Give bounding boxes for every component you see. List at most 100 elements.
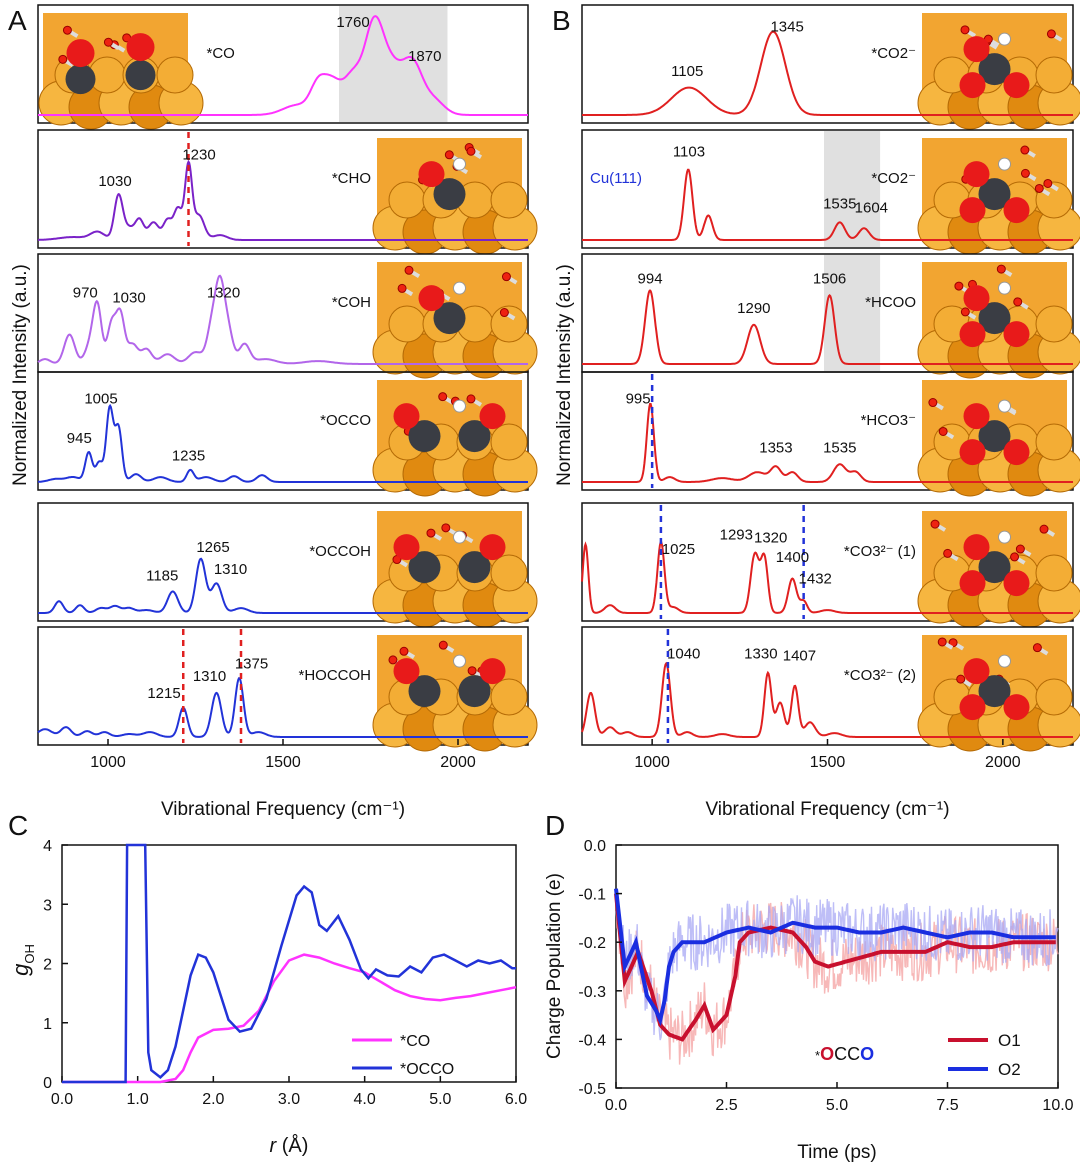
water-oxygen [928, 398, 938, 408]
hydrogen-atom [453, 654, 466, 668]
water-oxygen [467, 666, 477, 676]
y-axis-label: gOH [8, 944, 37, 976]
water-oxygen [499, 308, 509, 318]
hydrogen-atom [453, 157, 466, 171]
cu-atom [490, 305, 528, 343]
water-oxygen [1034, 183, 1044, 193]
peak-label: 1040 [667, 646, 700, 663]
oxygen-atom [1003, 321, 1030, 348]
inset-molecule [917, 511, 1080, 628]
peak-label: 1432 [799, 571, 832, 588]
species-label: *CHO [332, 170, 371, 187]
inset-molecule [917, 138, 1080, 255]
carbon-atom [408, 675, 441, 708]
cu-atom [388, 181, 426, 219]
peak-label: 945 [67, 430, 92, 447]
oxygen-atom [418, 285, 445, 312]
panel-letters: A B C D [8, 5, 571, 841]
peak-label: 1005 [84, 391, 117, 408]
x-tick-label: 7.5 [936, 1097, 958, 1114]
spectrum-line [582, 168, 1073, 241]
inset-molecule [917, 635, 1080, 752]
water-oxygen [1020, 168, 1030, 178]
y-tick-label: 3 [43, 897, 52, 914]
smoothed-trace [614, 888, 1056, 1027]
oxygen-atom [963, 36, 990, 63]
peak-label: 995 [626, 391, 651, 408]
carbon-atom [458, 551, 491, 584]
cu-atom [490, 181, 528, 219]
peak-label: 1103 [673, 144, 705, 161]
inset-molecule [372, 262, 538, 379]
peak-label: 1290 [737, 300, 770, 317]
spectrum-line [37, 677, 528, 738]
species-label: *COH [332, 294, 371, 311]
water-oxygen [62, 25, 72, 35]
carbon-atom [433, 178, 466, 211]
carbon-atom [978, 53, 1011, 86]
plot-frame [61, 844, 517, 1083]
oxygen-atom [479, 658, 506, 685]
species-label: *CO3²⁻ (2) [844, 667, 916, 684]
oxygen-atom [1003, 570, 1030, 597]
hydrogen-atom [998, 281, 1011, 295]
peak-label: 1353 [759, 440, 792, 457]
y-tick-label: -0.5 [578, 1081, 606, 1098]
peak-label: 1310 [214, 561, 247, 578]
carbon-atom [408, 420, 441, 453]
molecule-label: *OCCO [815, 1044, 874, 1064]
oxygen-atom [963, 534, 990, 561]
oxygen-atom [959, 321, 986, 348]
y-axis-label: Normalized Intensity (a.u.) [554, 264, 575, 486]
water-oxygen [1010, 552, 1020, 562]
carbon-atom [978, 675, 1011, 708]
x-tick-label: 1500 [265, 754, 301, 771]
spectrum-line [582, 30, 1073, 116]
peak-label: 1535 [823, 196, 856, 213]
legend-label: *CO [400, 1033, 430, 1050]
species-label: *CO [207, 45, 235, 62]
x-tick-label: 2000 [985, 754, 1021, 771]
oxygen-atom [959, 439, 986, 466]
legend-label: O2 [998, 1060, 1021, 1079]
panel-letter: D [545, 810, 565, 841]
spectrum-line [37, 403, 528, 483]
water-oxygen [996, 264, 1006, 274]
inset-molecule [372, 511, 538, 628]
panel-c: 0.0 1.0 2.0 3.0 4.0 5.0 6.0 0 1 2 3 4 *CO *OCCO r (Å) g… [8, 838, 527, 1157]
peak-label: 1604 [855, 200, 888, 217]
oxygen-atom [1003, 197, 1030, 224]
water-oxygen [397, 283, 407, 293]
inset-molecule [372, 380, 538, 497]
water-oxygen [948, 638, 958, 648]
inset-molecule [38, 13, 204, 130]
water-oxygen [404, 265, 414, 275]
spectrum-line [582, 289, 1073, 365]
spectrum-line [38, 557, 528, 614]
spectrum-line [37, 274, 528, 365]
inset-molecule [372, 138, 538, 255]
shaded-region [823, 131, 881, 247]
inset-molecule [917, 262, 1080, 379]
hydrogen-atom [998, 399, 1011, 413]
panel-letter: C [8, 810, 28, 841]
oxygen-atom [1003, 439, 1030, 466]
oxygen-atom [418, 161, 445, 188]
hydrogen-atom [998, 157, 1011, 171]
y-axis-label: Normalized Intensity (a.u.) [10, 264, 31, 486]
smoothed-trace [614, 893, 1056, 1042]
carbon-atom [125, 60, 156, 91]
inset-molecule [917, 13, 1080, 130]
hydrogen-atom [998, 32, 1011, 46]
x-tick-label: 6.0 [505, 1091, 527, 1108]
water-oxygen [1013, 297, 1023, 307]
oxygen-atom [959, 694, 986, 721]
water-oxygen [466, 394, 476, 404]
spectrum-frame [37, 129, 529, 249]
species-label: *HOCCOH [298, 667, 371, 684]
surface-label: Cu(111) [590, 170, 642, 187]
carbon-atom [408, 551, 441, 584]
panel-letter: B [552, 5, 571, 36]
spectrum-line [581, 661, 1073, 738]
y-tick-label: 2 [43, 957, 52, 974]
